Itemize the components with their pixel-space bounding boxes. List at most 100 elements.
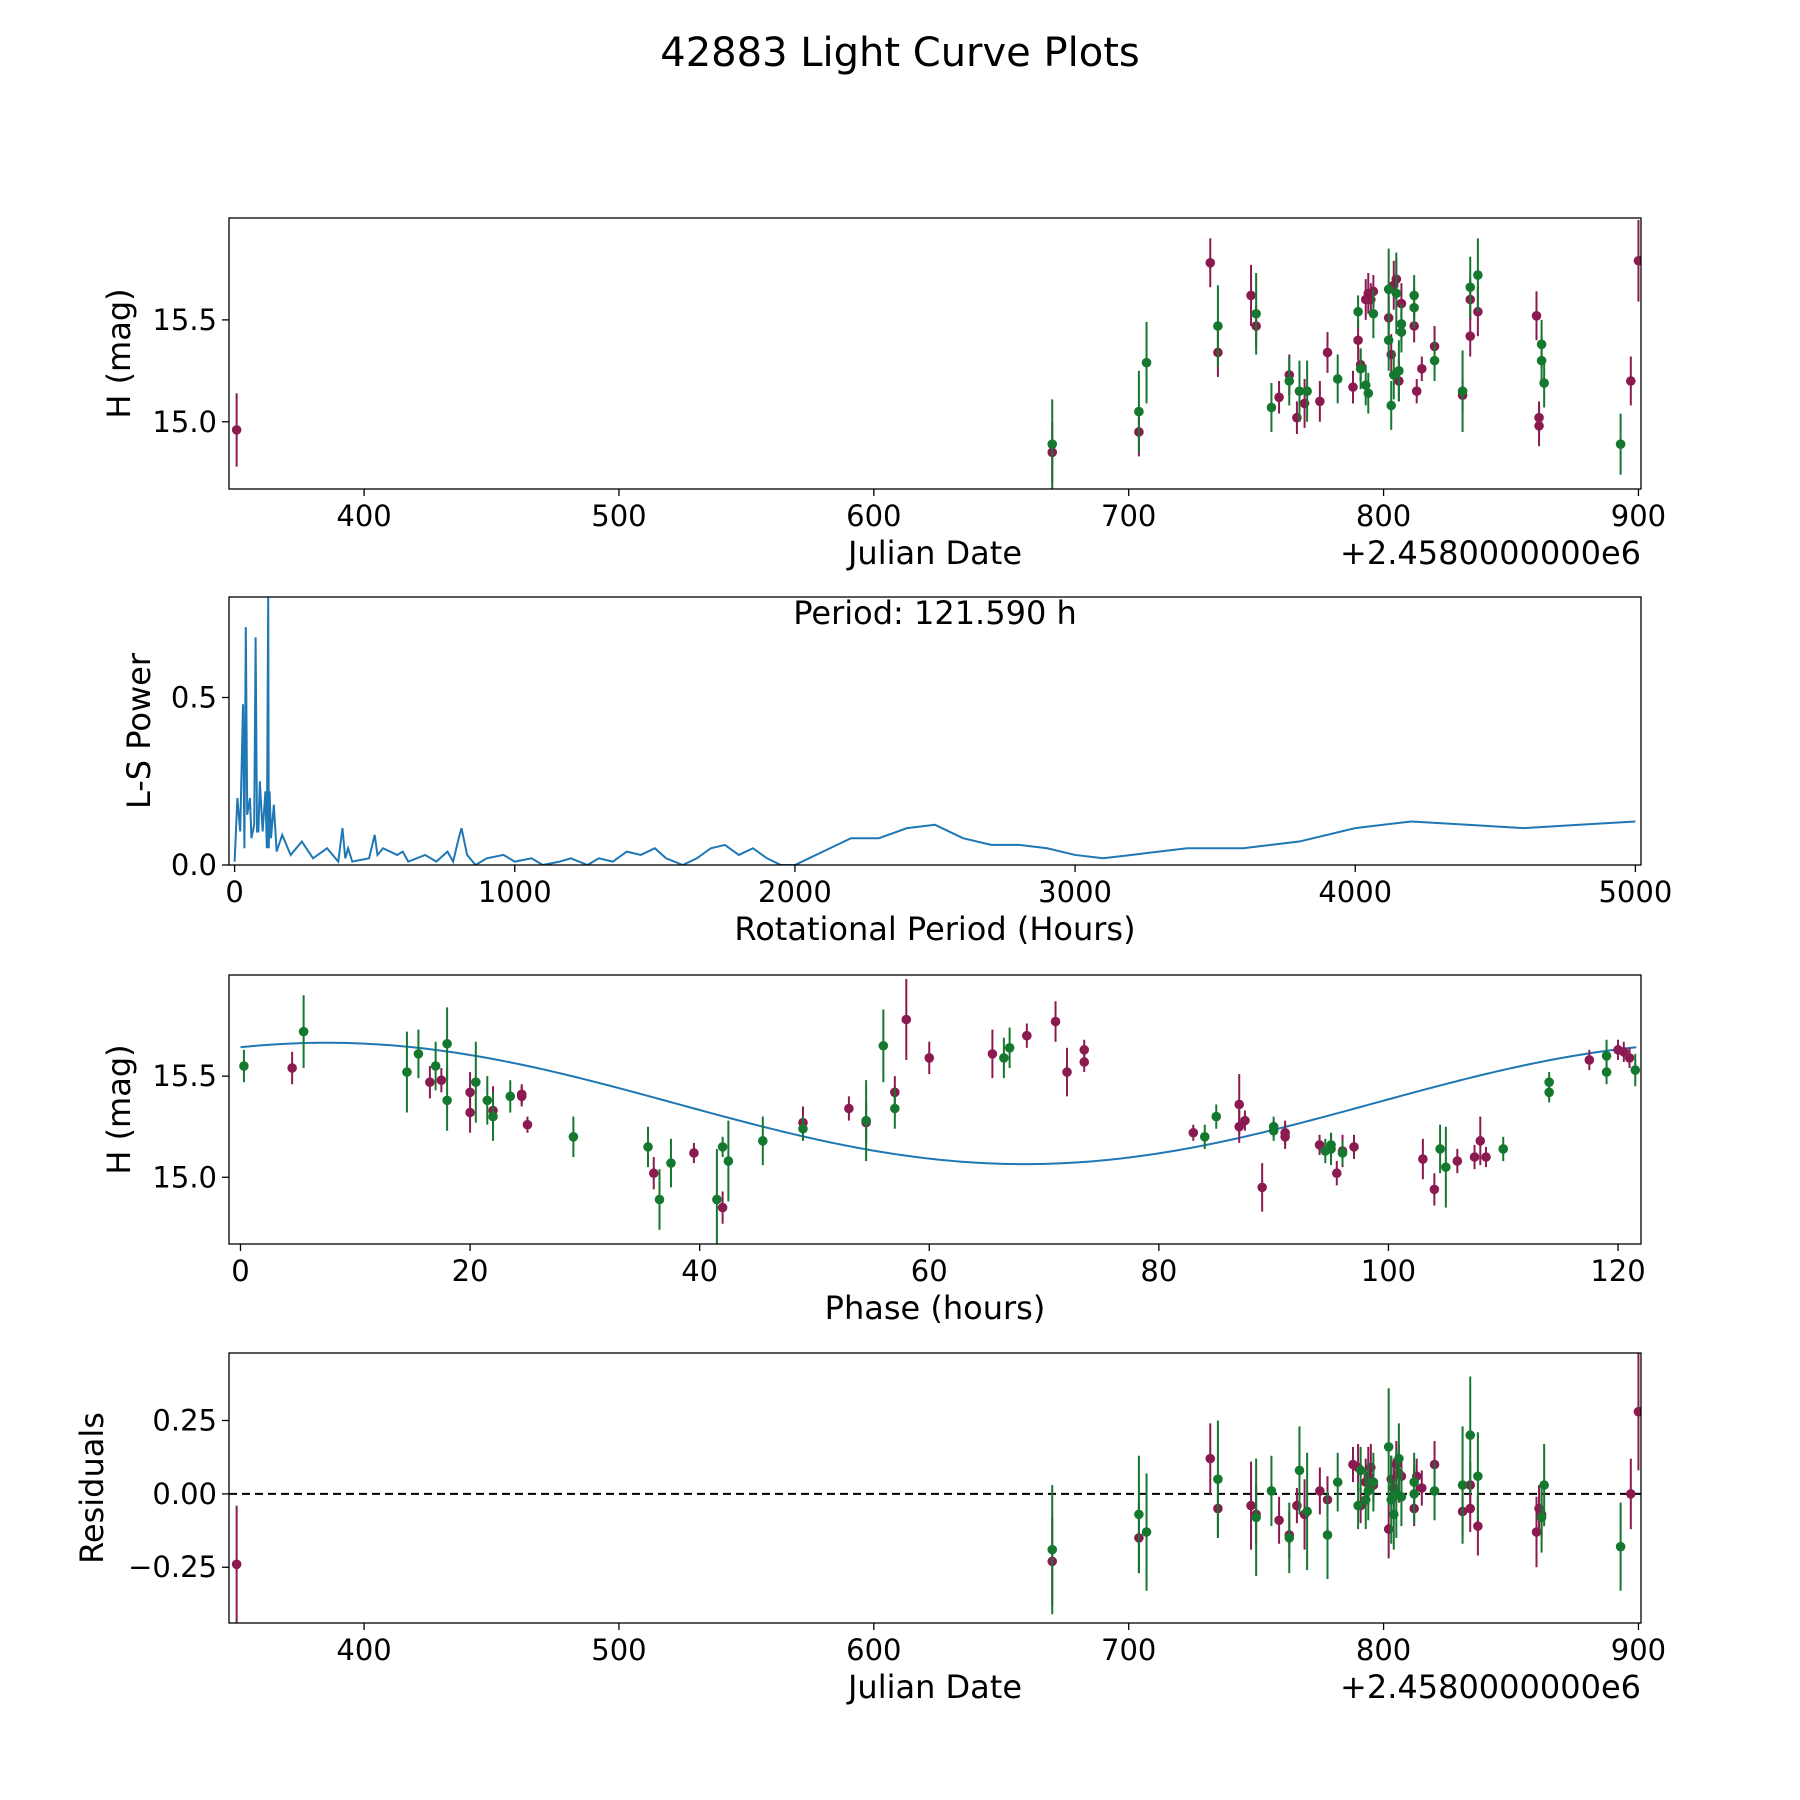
x-offset-label: +2.4580000000e6 bbox=[1340, 1668, 1641, 1706]
data-point bbox=[1062, 1067, 1072, 1077]
power-spectrum-line bbox=[233, 597, 1636, 865]
y-tick-label: 15.5 bbox=[152, 1059, 217, 1093]
data-point bbox=[1274, 1515, 1284, 1526]
data-point bbox=[1332, 1477, 1343, 1487]
data-point bbox=[1205, 258, 1216, 268]
data-point bbox=[1257, 1182, 1267, 1193]
data-point bbox=[1630, 1065, 1641, 1075]
x-tick-label: 400 bbox=[336, 1633, 391, 1667]
data-point bbox=[1047, 439, 1058, 449]
data-point bbox=[717, 1142, 728, 1152]
y-tick-label: 0.00 bbox=[152, 1477, 217, 1511]
data-point bbox=[231, 425, 242, 435]
sine-fit-line bbox=[240, 1041, 1637, 1166]
data-point bbox=[1633, 255, 1641, 266]
data-point bbox=[1394, 1453, 1404, 1464]
data-point bbox=[1429, 1486, 1440, 1496]
x-tick-label: 900 bbox=[1611, 1633, 1666, 1667]
data-point bbox=[1213, 1474, 1223, 1484]
y-tick-label: 15.0 bbox=[152, 405, 217, 439]
y-tick-label: 15.0 bbox=[152, 1160, 217, 1194]
data-point bbox=[666, 1158, 676, 1168]
x-tick-label: 20 bbox=[452, 1254, 489, 1288]
data-point bbox=[402, 1067, 412, 1077]
x-tick-label: 5000 bbox=[1598, 875, 1672, 909]
data-point bbox=[1284, 376, 1295, 386]
x-axis-label: Rotational Period (Hours) bbox=[734, 910, 1135, 948]
y-tick-label: 0.0 bbox=[171, 848, 217, 882]
data-point bbox=[1394, 366, 1404, 376]
data-point bbox=[1618, 1047, 1629, 1057]
data-point bbox=[1079, 1045, 1090, 1055]
data-point bbox=[1251, 308, 1261, 319]
panel-raw: 400 500 600 700 800 900 15.0 15.5 Julian Date H (… bbox=[100, 217, 1666, 572]
x-tick-label: 40 bbox=[681, 1254, 718, 1288]
data-point bbox=[1615, 1541, 1626, 1552]
x-tick-label: 600 bbox=[846, 1633, 901, 1667]
x-tick-label: 400 bbox=[336, 499, 391, 533]
data-point bbox=[1633, 1406, 1641, 1417]
y-tick-label: 0.5 bbox=[171, 681, 217, 715]
data-point bbox=[1141, 357, 1152, 368]
data-point bbox=[999, 1053, 1009, 1063]
data-point bbox=[1539, 1480, 1549, 1490]
data-point bbox=[287, 1063, 297, 1073]
data-point bbox=[1322, 1530, 1333, 1540]
x-tick-label: 120 bbox=[1590, 1254, 1645, 1288]
data-point bbox=[231, 1559, 242, 1570]
x-tick-label: 700 bbox=[1101, 1633, 1156, 1667]
x-axis-label: Julian Date bbox=[846, 534, 1022, 572]
y-tick-label: 15.5 bbox=[152, 303, 217, 337]
data-point bbox=[878, 1040, 889, 1051]
figure-title: 42883 Light Curve Plots bbox=[660, 30, 1139, 76]
data-point bbox=[901, 1014, 912, 1025]
data-point bbox=[643, 1142, 653, 1152]
data-point bbox=[1465, 331, 1476, 341]
x-tick-label: 800 bbox=[1356, 499, 1411, 533]
data-point bbox=[1363, 1486, 1374, 1496]
data-point bbox=[505, 1091, 516, 1102]
data-point bbox=[1498, 1144, 1509, 1154]
data-point bbox=[1452, 1156, 1463, 1166]
data-point bbox=[1469, 1152, 1480, 1162]
data-point bbox=[1539, 378, 1549, 388]
data-point bbox=[1188, 1127, 1199, 1138]
data-point bbox=[436, 1075, 447, 1085]
plot-area-phase bbox=[239, 979, 1641, 1244]
data-point bbox=[442, 1095, 452, 1106]
data-point bbox=[1441, 1162, 1451, 1172]
data-point bbox=[861, 1115, 871, 1126]
data-point bbox=[1294, 386, 1305, 396]
data-point bbox=[1473, 270, 1483, 280]
data-point bbox=[1465, 282, 1476, 293]
data-point bbox=[648, 1168, 659, 1179]
panel-periodogram: 0 1000 2000 3000 4000 5000 0.0 0.5 Rotational Pe… bbox=[120, 594, 1672, 948]
axes-frame bbox=[228, 974, 1642, 1245]
data-point bbox=[987, 1049, 998, 1059]
data-point bbox=[1584, 1055, 1595, 1065]
y-axis-label: H (mag) bbox=[100, 1044, 138, 1174]
data-point bbox=[1348, 382, 1358, 392]
data-point bbox=[1141, 1527, 1152, 1537]
y-tick-label: 0.25 bbox=[152, 1404, 217, 1438]
data-point bbox=[654, 1194, 665, 1205]
data-point bbox=[1396, 319, 1407, 329]
x-tick-label: 2000 bbox=[758, 875, 832, 909]
data-point bbox=[465, 1087, 475, 1098]
data-point bbox=[1457, 386, 1468, 396]
data-point bbox=[488, 1111, 498, 1122]
x-tick-label: 700 bbox=[1101, 499, 1156, 533]
data-point bbox=[1022, 1030, 1032, 1041]
y-tick-label: −0.25 bbox=[128, 1550, 217, 1584]
data-point bbox=[1368, 308, 1379, 319]
data-point bbox=[1302, 386, 1312, 396]
panel-phase: 0 20 40 60 80 100 120 15.0 15.5 Phase (hours) H (m… bbox=[100, 974, 1646, 1327]
data-point bbox=[1302, 1506, 1312, 1517]
data-point bbox=[1624, 1053, 1635, 1063]
data-point bbox=[1353, 335, 1363, 346]
data-point bbox=[1284, 1533, 1295, 1543]
data-point bbox=[1246, 1500, 1256, 1511]
data-point bbox=[717, 1202, 728, 1213]
data-point bbox=[430, 1061, 441, 1071]
